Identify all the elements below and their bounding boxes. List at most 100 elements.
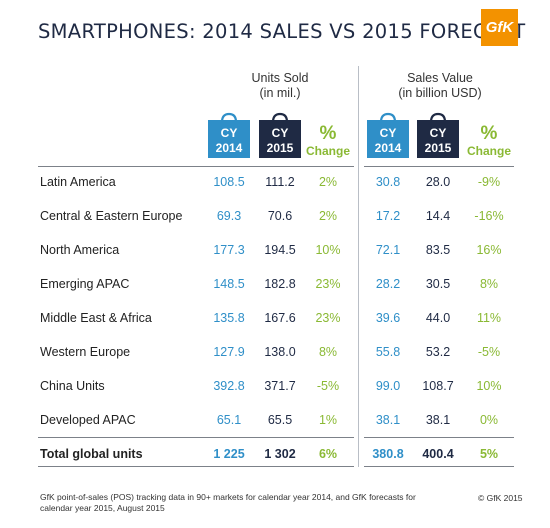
cell-value-change: -16% (474, 209, 504, 223)
cell-units-2015: 371.7 (264, 379, 296, 393)
cell-value-change: 16% (476, 243, 502, 257)
page-title: SMARTPHONES: 2014 SALES VS 2015 FORECAST (38, 20, 526, 43)
cell-value-2015: 30.5 (425, 277, 451, 291)
cell-value-2015: 28.0 (425, 175, 451, 189)
bag-value-2015-top: CY (429, 126, 447, 140)
cell-units-2014: 108.5 (213, 175, 245, 189)
percent-symbol: % (319, 123, 337, 144)
cell-units-2015: 65.5 (267, 413, 293, 427)
row-label: North America (40, 243, 120, 257)
cell-value-2015: 400.4 (422, 447, 454, 461)
total-rule-right (364, 437, 514, 438)
cell-units-change: 23% (315, 277, 341, 291)
header-rule-right (364, 166, 514, 167)
footnote: GfK point-of-sales (POS) tracking data i… (40, 492, 416, 513)
units-change-header: % Change (305, 123, 351, 159)
total-row: Total global units 1 225 1 302 6% 380.8 400.4… (0, 445, 550, 465)
cell-units-change: -5% (316, 379, 340, 393)
change-label: Change (466, 144, 511, 158)
cell-value-change: 5% (479, 447, 499, 461)
cell-value-2014: 72.1 (375, 243, 401, 257)
bag-value-2014-bottom: 2014 (374, 141, 402, 155)
bag-value-2015-bottom: 2015 (424, 141, 452, 155)
change-label: Change (305, 144, 350, 158)
cell-value-change: 0% (479, 413, 499, 427)
cell-units-2015: 182.8 (264, 277, 296, 291)
cell-units-2014: 392.8 (213, 379, 245, 393)
shopping-bag-icon (208, 112, 250, 158)
cell-units-2014: 65.1 (216, 413, 242, 427)
cell-units-2015: 167.6 (264, 311, 296, 325)
cell-units-change: 6% (318, 447, 338, 461)
cell-value-2014: 99.0 (375, 379, 401, 393)
cell-units-2014: 1 225 (213, 447, 245, 461)
cell-units-2014: 127.9 (213, 345, 245, 359)
cell-value-change: 8% (479, 277, 499, 291)
table-row: Latin America 108.5 111.2 2% 30.8 28.0 -9% (0, 173, 550, 193)
cell-value-2014: 380.8 (372, 447, 404, 461)
cell-value-2014: 17.2 (375, 209, 401, 223)
value-change-header: % Change (466, 123, 512, 159)
cell-units-2015: 194.5 (264, 243, 296, 257)
cell-value-2014: 30.8 (375, 175, 401, 189)
cell-units-change: 2% (318, 209, 338, 223)
bottom-rule-right (364, 466, 514, 467)
units-sold-line1: Units Sold (251, 71, 309, 85)
cell-value-2014: 28.2 (375, 277, 401, 291)
cell-units-2015: 138.0 (264, 345, 296, 359)
table-row: China Units 392.8 371.7 -5% 99.0 108.7 10% (0, 377, 550, 397)
cell-value-change: -9% (477, 175, 501, 189)
shopping-bag-icon (417, 112, 459, 158)
bag-units-2014-bottom: 2014 (215, 141, 243, 155)
shopping-bag-icon (259, 112, 301, 158)
table-row: Developed APAC 65.1 65.5 1% 38.1 38.1 0% (0, 411, 550, 431)
row-label: China Units (40, 379, 105, 393)
column-divider (358, 66, 359, 467)
cell-value-2015: 83.5 (425, 243, 451, 257)
gfk-logo: GfK (481, 9, 518, 46)
copyright: © GfK 2015 (478, 493, 523, 503)
row-label: Latin America (40, 175, 116, 189)
sales-value-header: Sales Value (in billion USD) (385, 71, 495, 101)
table-row: North America 177.3 194.5 10% 72.1 83.5 16% (0, 241, 550, 261)
bag-units-2014: CY 2014 (208, 112, 250, 158)
table-row: Emerging APAC 148.5 182.8 23% 28.2 30.5 8% (0, 275, 550, 295)
row-label: Western Europe (40, 345, 131, 359)
row-label: Total global units (40, 447, 143, 461)
cell-value-2014: 55.8 (375, 345, 401, 359)
table-row: Western Europe 127.9 138.0 8% 55.8 53.2 -5% (0, 343, 550, 363)
row-label: Middle East & Africa (40, 311, 152, 325)
total-rule-left (38, 437, 354, 438)
units-sold-header: Units Sold (in mil.) (240, 71, 320, 101)
cell-units-change: 23% (315, 311, 341, 325)
percent-symbol: % (480, 123, 498, 144)
cell-value-2014: 38.1 (375, 413, 401, 427)
cell-units-change: 10% (315, 243, 341, 257)
cell-units-change: 1% (318, 413, 338, 427)
row-label: Central & Eastern Europe (40, 209, 183, 223)
cell-units-change: 8% (318, 345, 338, 359)
bag-value-2014-top: CY (379, 126, 397, 140)
cell-units-change: 2% (318, 175, 338, 189)
cell-value-change: -5% (477, 345, 501, 359)
bag-value-2014: CY 2014 (367, 112, 409, 158)
cell-value-2014: 39.6 (375, 311, 401, 325)
bottom-rule-left (38, 466, 354, 467)
bag-units-2015: CY 2015 (259, 112, 301, 158)
cell-value-2015: 53.2 (425, 345, 451, 359)
cell-units-2014: 148.5 (213, 277, 245, 291)
bag-value-2015: CY 2015 (417, 112, 459, 158)
shopping-bag-icon (367, 112, 409, 158)
sales-value-line1: Sales Value (407, 71, 473, 85)
cell-value-2015: 38.1 (425, 413, 451, 427)
cell-units-2014: 69.3 (216, 209, 242, 223)
table-row: Central & Eastern Europe 69.3 70.6 2% 17.2 14… (0, 207, 550, 227)
cell-value-2015: 14.4 (425, 209, 451, 223)
cell-value-change: 11% (476, 311, 502, 325)
header-rule-left (38, 166, 354, 167)
cell-units-2014: 135.8 (213, 311, 245, 325)
cell-value-2015: 108.7 (422, 379, 454, 393)
row-label: Developed APAC (40, 413, 136, 427)
cell-units-2014: 177.3 (213, 243, 245, 257)
units-sold-line2: (in mil.) (259, 86, 301, 100)
